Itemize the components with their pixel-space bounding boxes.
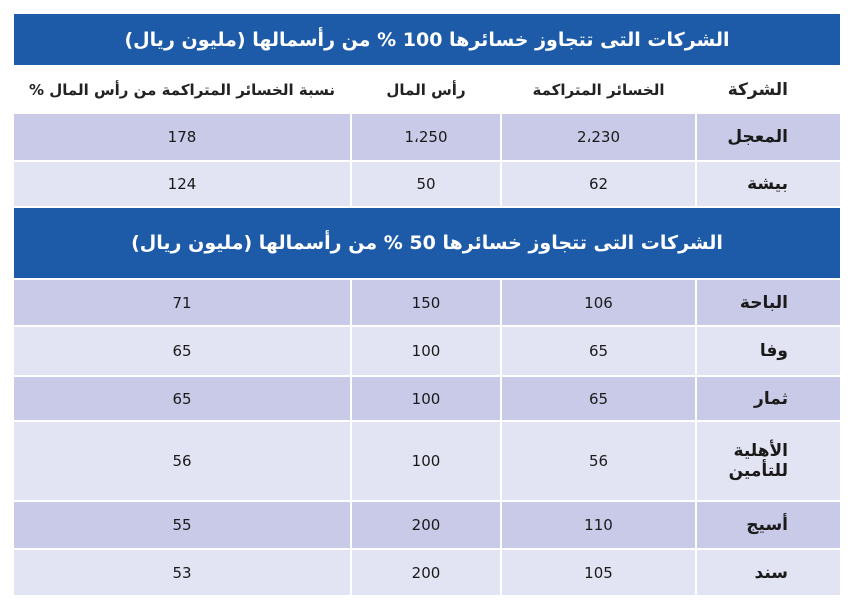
company-name: بيشة <box>695 160 842 208</box>
cell: 1،250 <box>350 112 502 162</box>
cell: 62 <box>500 160 697 208</box>
data-row: أسيج 110 200 55 <box>12 500 842 550</box>
cell: 150 <box>350 278 502 327</box>
column-header: نسبة الخسائر المتراكمة من رأس المال % <box>12 65 352 114</box>
data-row: وفا 65 100 65 <box>12 325 842 377</box>
cell: 65 <box>12 325 352 377</box>
cell: 56 <box>500 420 697 502</box>
cell: 2،230 <box>500 112 697 162</box>
company-name: الأهلية للتأمين <box>695 420 842 502</box>
data-row: ثمار 65 100 65 <box>12 375 842 422</box>
cell: 65 <box>12 375 352 422</box>
cell: 56 <box>12 420 352 502</box>
column-header: رأس المال <box>350 65 502 114</box>
cell: 110 <box>500 500 697 550</box>
company-name: ثمار <box>695 375 842 422</box>
cell: 65 <box>500 375 697 422</box>
cell: 124 <box>12 160 352 208</box>
data-row: الأهلية للتأمين 56 100 56 <box>12 420 842 502</box>
column-header: الشركة <box>695 65 842 114</box>
cell: 53 <box>12 548 352 597</box>
section-title: الشركات التى تتجاوز خسائرها 50 % من رأسم… <box>12 206 842 280</box>
cell: 105 <box>500 548 697 597</box>
data-row: الباحة 106 150 71 <box>12 278 842 327</box>
company-name: المعجل <box>695 112 842 162</box>
cell: 200 <box>350 500 502 550</box>
column-header: الخسائر المتراكمة <box>500 65 697 114</box>
company-name: أسيج <box>695 500 842 550</box>
company-name: وفا <box>695 325 842 377</box>
data-row: المعجل 2،230 1،250 178 <box>12 112 842 162</box>
data-row: سند 105 200 53 <box>12 548 842 597</box>
section-title-row: الشركات التى تتجاوز خسائرها 50 % من رأسم… <box>12 206 842 280</box>
section-title-row: الشركات التى تتجاوز خسائرها 100 % من رأس… <box>12 12 842 67</box>
cell: 50 <box>350 160 502 208</box>
cell: 55 <box>12 500 352 550</box>
data-row: بيشة 62 50 124 <box>12 160 842 208</box>
cell: 178 <box>12 112 352 162</box>
section-title: الشركات التى تتجاوز خسائرها 100 % من رأس… <box>12 12 842 67</box>
cell: 100 <box>350 325 502 377</box>
company-name: سند <box>695 548 842 597</box>
cell: 71 <box>12 278 352 327</box>
cell: 100 <box>350 420 502 502</box>
cell: 65 <box>500 325 697 377</box>
cell: 200 <box>350 548 502 597</box>
cell: 100 <box>350 375 502 422</box>
cell: 106 <box>500 278 697 327</box>
header-row: الشركة الخسائر المتراكمة رأس المال نسبة الخ… <box>12 65 842 114</box>
company-name: الباحة <box>695 278 842 327</box>
loss-table: الشركات التى تتجاوز خسائرها 100 % من رأس… <box>12 12 842 597</box>
